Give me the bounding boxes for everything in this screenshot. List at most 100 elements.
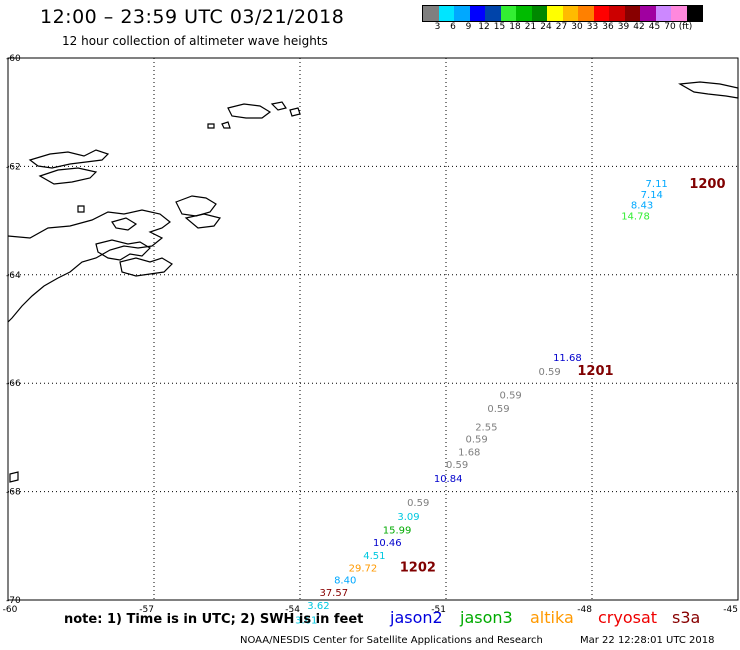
swh-value-label: 7.11	[646, 179, 668, 190]
colorbar-label: (ft)	[678, 22, 693, 32]
colorbar-swatch	[655, 6, 671, 21]
coastline-island-d	[111, 217, 138, 231]
lat-tick-label: -66	[6, 379, 21, 389]
map-subtitle: 12 hour collection of altimeter wave hei…	[62, 34, 328, 48]
swh-value-label: 0.59	[446, 460, 468, 471]
coastline-south-shetland-a	[28, 149, 110, 169]
coastline-joinville	[175, 195, 217, 217]
pass-time-labels: 1200 1201 1202	[400, 177, 726, 575]
lat-tick-label: -70	[6, 596, 21, 606]
colorbar-swatch	[686, 6, 702, 21]
wave-height-observations: 7.117.148.4314.7811.680.590.590.592.550.…	[295, 179, 668, 626]
colorbar-swatch	[547, 6, 563, 21]
swh-value-label: 14.78	[621, 212, 650, 223]
coastline-south-shetland-b	[38, 167, 98, 185]
swh-value-label: 0.59	[407, 498, 429, 509]
colorbar-swatch	[485, 6, 501, 21]
colorbar-swatch	[423, 6, 439, 21]
colorbar-swatch	[640, 6, 656, 21]
colorbar-label: 39	[617, 22, 630, 32]
coastline-islet-c	[77, 205, 85, 213]
colorbar-swatch	[516, 6, 532, 21]
credit-text: NOAA/NESDIS Center for Satellite Applica…	[240, 635, 543, 646]
swh-value-label: 0.59	[500, 390, 522, 401]
swh-value-label: 3.61	[295, 615, 317, 626]
swh-value-label: 15.99	[383, 525, 412, 536]
coastline-island-b	[119, 257, 173, 277]
lon-tick-label: -54	[285, 605, 300, 615]
colorbar-swatch	[562, 6, 578, 21]
colorbar-label: 9	[465, 22, 472, 32]
lat-tick-label: -60	[6, 54, 21, 64]
legend-item-jason3: jason3	[460, 608, 513, 627]
coastline-islet-a	[207, 123, 215, 129]
colorbar-swatch	[609, 6, 625, 21]
coastline-south-orkney-a	[227, 103, 272, 119]
swh-value-label: 29.72	[349, 563, 378, 574]
swh-value-label: 8.40	[334, 576, 356, 587]
lon-tick-label: -45	[723, 605, 738, 615]
swh-value-label: 0.59	[487, 404, 509, 415]
coastline-south-georgia	[678, 81, 739, 99]
colorbar-swatch	[500, 6, 516, 21]
legend-item-s3a: s3a	[672, 608, 701, 627]
legend-item-jason2: jason2	[390, 608, 443, 627]
colorbar-swatch	[438, 6, 454, 21]
colorbar-label: 15	[493, 22, 506, 32]
swh-value-label: 37.57	[319, 588, 348, 599]
swh-value-label: 3.09	[397, 512, 419, 523]
lat-tick-label: -64	[6, 271, 21, 281]
pass-time-label: 1201	[577, 364, 613, 379]
swh-value-label: 1.68	[458, 447, 480, 458]
lon-tick-label: -51	[431, 605, 446, 615]
colorbar-label: 70	[664, 22, 676, 32]
legend-item-cryosat: cryosat	[598, 608, 658, 627]
colorbar-swatch	[454, 6, 470, 21]
colorbar-label: 36	[602, 22, 614, 32]
colorbar-swatch	[531, 6, 547, 21]
swh-value-label: 7.14	[641, 190, 663, 201]
colorbar-label: 42	[633, 22, 645, 32]
swh-value-label: 0.59	[538, 367, 560, 378]
colorbar-label: 30	[571, 22, 583, 32]
swh-value-label: 10.46	[373, 538, 402, 549]
axis-tick-labels: -60 -57 -54 -51 -48 -45 -60 -62 -64 -66 -68 -70	[3, 54, 738, 615]
swh-value-label: 8.43	[631, 201, 653, 212]
colorbar	[422, 5, 703, 22]
colorbar-label: 24	[540, 22, 552, 32]
colorbar-label: 33	[586, 22, 599, 32]
coastline	[7, 81, 739, 483]
coastline-island-a	[95, 239, 151, 261]
lat-tick-label: -62	[6, 162, 21, 172]
legend-item-altika: altika	[530, 608, 574, 627]
swh-value-label: 0.59	[465, 434, 487, 445]
colorbar-swatch	[624, 6, 640, 21]
colorbar-label: 18	[509, 22, 521, 32]
pass-time-label: 1202	[400, 560, 436, 575]
colorbar-label: 3	[434, 22, 441, 32]
colorbar-swatch	[593, 6, 609, 21]
lon-tick-label: -57	[139, 605, 154, 615]
graticule	[8, 58, 738, 600]
coastline-south-orkney-b	[270, 101, 287, 111]
generation-timestamp: Mar 22 12:28:01 UTC 2018	[580, 635, 715, 646]
lon-tick-label: -48	[577, 605, 592, 615]
coastline-islet-d	[9, 471, 19, 483]
colorbar-label: 12	[478, 22, 490, 32]
map-frame	[7, 57, 739, 601]
colorbar-swatch	[671, 6, 687, 21]
footer-note: note: 1) Time is in UTC; 2) SWH is in fe…	[64, 612, 364, 627]
lon-tick-label: -60	[3, 605, 18, 615]
coastline-antarctic-peninsula	[7, 209, 171, 323]
colorbar-label: 45	[648, 22, 661, 32]
swh-value-label: 10.84	[434, 474, 463, 485]
map-title: 12:00 – 23:59 UTC 03/21/2018	[40, 6, 345, 28]
swh-value-label: 3.62	[307, 601, 329, 612]
coastline-island-c	[184, 213, 222, 229]
swh-value-label: 2.55	[475, 422, 497, 433]
colorbar-label: 27	[555, 22, 568, 32]
coastline-islet-b	[221, 121, 231, 129]
swh-value-label: 11.68	[553, 353, 582, 364]
coastline-south-orkney-c	[289, 107, 301, 117]
